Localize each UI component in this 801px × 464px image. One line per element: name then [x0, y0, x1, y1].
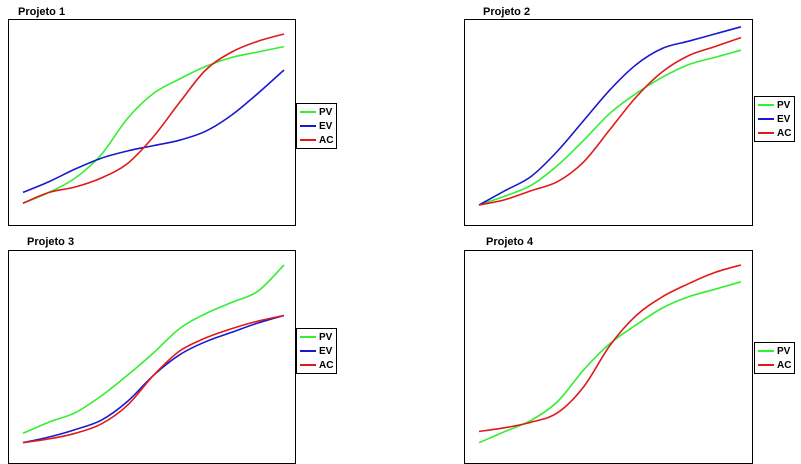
- plot-area: [464, 250, 753, 464]
- legend-label: AC: [777, 359, 792, 371]
- plot-area: [8, 19, 296, 226]
- plot-area: [464, 19, 753, 226]
- legend-label: EV: [319, 345, 333, 357]
- legend-swatch: [758, 132, 774, 134]
- line-chart: [478, 26, 742, 206]
- legend-swatch: [300, 336, 316, 338]
- legend-item-ac: AC: [300, 133, 333, 147]
- series-line-ac: [478, 36, 742, 206]
- legend-item-pv: PV: [758, 344, 791, 358]
- chart-legend: PV EV AC: [754, 96, 796, 142]
- series-line-ac: [22, 33, 285, 204]
- legend-swatch: [300, 350, 316, 352]
- line-chart: [22, 264, 285, 444]
- chart-title: Projeto 3: [27, 236, 75, 248]
- legend-item-pv: PV: [300, 330, 333, 344]
- legend-label: AC: [319, 359, 334, 371]
- line-chart: [478, 264, 742, 444]
- legend-swatch: [758, 364, 774, 366]
- legend-label: PV: [777, 345, 791, 357]
- legend-item-pv: PV: [758, 98, 791, 112]
- legend-label: PV: [319, 331, 333, 343]
- series-line-pv: [478, 281, 742, 444]
- legend-label: PV: [777, 99, 791, 111]
- series-line-ev: [22, 69, 285, 194]
- legend-swatch: [758, 350, 774, 352]
- chart-legend: PV EV AC: [296, 103, 338, 149]
- legend-item-ev: EV: [758, 112, 791, 126]
- legend-label: AC: [777, 127, 792, 139]
- chart-title: Projeto 1: [18, 6, 66, 18]
- legend-item-ac: AC: [758, 126, 791, 140]
- legend-swatch: [758, 104, 774, 106]
- legend-label: AC: [319, 134, 334, 146]
- series-line-pv: [478, 49, 742, 206]
- chart-legend: PV EV AC: [296, 328, 338, 374]
- series-line-pv: [22, 45, 285, 204]
- legend-item-ac: AC: [300, 358, 333, 372]
- legend-label: PV: [319, 106, 333, 118]
- legend-swatch: [300, 125, 316, 127]
- series-line-ac: [478, 264, 742, 433]
- line-chart: [22, 33, 285, 204]
- legend-swatch: [300, 139, 316, 141]
- plot-area: [8, 250, 296, 464]
- legend-swatch: [758, 118, 774, 120]
- legend-item-pv: PV: [300, 105, 333, 119]
- chart-title: Projeto 2: [483, 6, 531, 18]
- chart-legend: PV AC: [754, 342, 796, 374]
- chart-title: Projeto 4: [486, 236, 534, 248]
- legend-item-ac: AC: [758, 358, 791, 372]
- legend-swatch: [300, 111, 316, 113]
- series-line-pv: [22, 264, 285, 435]
- series-line-ev: [478, 26, 742, 206]
- legend-item-ev: EV: [300, 344, 333, 358]
- series-line-ac: [22, 314, 285, 444]
- legend-label: EV: [319, 120, 333, 132]
- legend-label: EV: [777, 113, 791, 125]
- legend-item-ev: EV: [300, 119, 333, 133]
- series-line-ev: [22, 314, 285, 444]
- legend-swatch: [300, 364, 316, 366]
